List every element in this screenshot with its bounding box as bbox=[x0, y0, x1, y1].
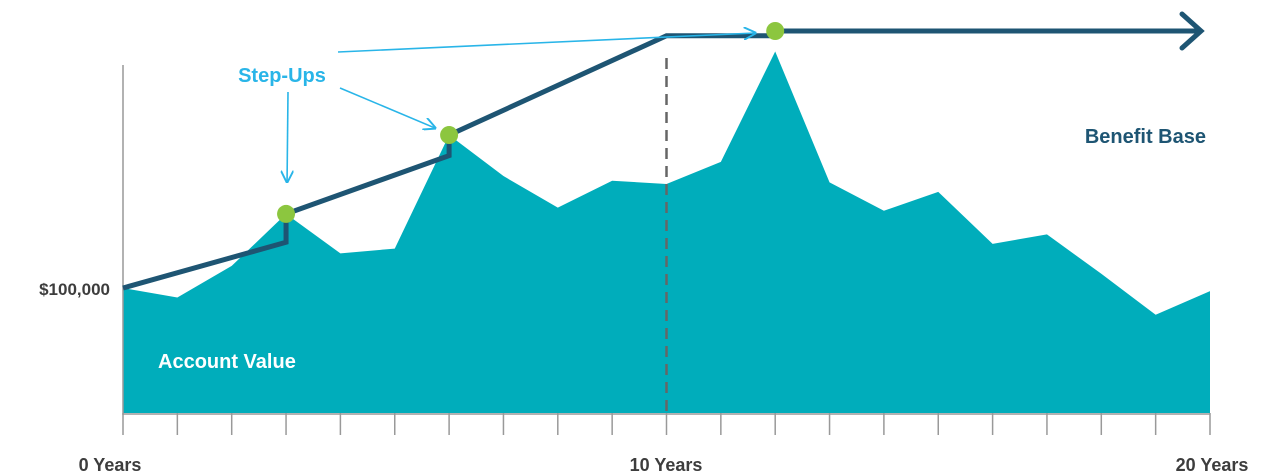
annotation-layer bbox=[287, 33, 755, 182]
step-up-marker-3 bbox=[766, 22, 785, 40]
account-value-label: Account Value bbox=[158, 351, 296, 373]
account-value-area bbox=[123, 51, 1210, 413]
marker-layer bbox=[277, 22, 785, 223]
label-layer: Step-Ups Benefit Base Account Value $100… bbox=[39, 65, 1206, 373]
step-up-arrow-3 bbox=[337, 33, 755, 53]
grid-layer bbox=[122, 58, 1211, 435]
benefit-base-label: Benefit Base bbox=[1085, 126, 1206, 148]
x-tick-label-20-years: 20 Years bbox=[1176, 455, 1249, 474]
step-up-arrow-2 bbox=[339, 87, 435, 128]
step-up-arrow-1 bbox=[287, 91, 288, 182]
benefit-base-arrowhead bbox=[1179, 11, 1205, 51]
x-tick-labels: 0 Years 10 Years 20 Years bbox=[79, 455, 1249, 474]
step-up-marker-2 bbox=[440, 126, 459, 145]
y-tick-label-100000: $100,000 bbox=[39, 280, 110, 299]
x-tick-label-10-years: 10 Years bbox=[630, 455, 703, 474]
step-ups-label: Step-Ups bbox=[238, 65, 326, 87]
step-up-marker-1 bbox=[277, 204, 296, 223]
x-tick-label-0-years: 0 Years bbox=[79, 455, 142, 474]
area-layer bbox=[123, 51, 1210, 413]
